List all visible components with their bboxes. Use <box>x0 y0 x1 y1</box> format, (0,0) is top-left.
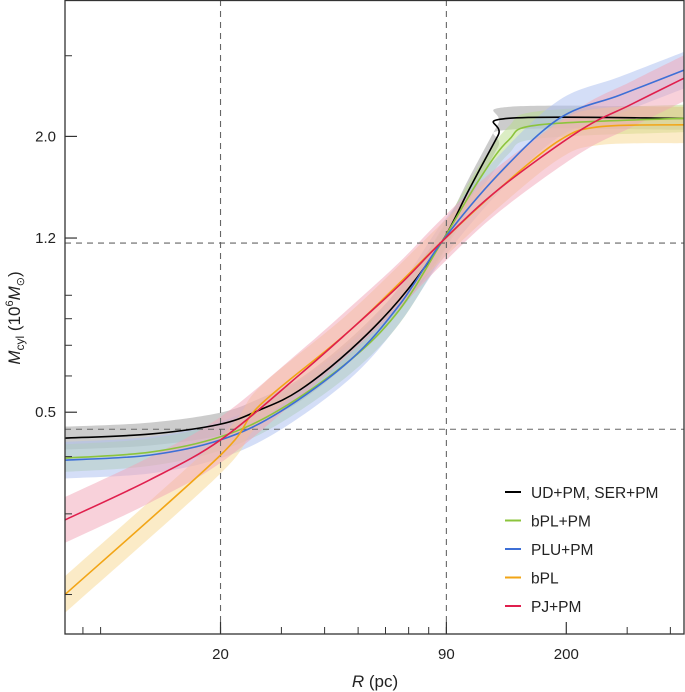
legend: UD+PM, SER+PM bPL+PM PLU+PM bPL PJ+PM <box>505 485 658 616</box>
confidence-bands <box>65 51 684 613</box>
line-series-2 <box>64 69 685 461</box>
x-tick-label: 90 <box>438 646 455 663</box>
legend-item: bPL <box>505 571 559 588</box>
axis-ticks <box>65 55 671 634</box>
line-series-4 <box>64 77 685 521</box>
legend-label: UD+PM, SER+PM <box>531 485 658 502</box>
legend-item: PJ+PM <box>505 599 581 616</box>
y-tick-label: 2.0 <box>35 128 56 145</box>
band-series-4 <box>65 55 684 543</box>
line-series-1 <box>64 117 685 459</box>
y-tick-label: 0.5 <box>35 404 56 421</box>
legend-label: PJ+PM <box>531 599 581 616</box>
band-series-0 <box>65 105 684 450</box>
legend-item: bPL+PM <box>505 514 591 531</box>
x-axis-title: R (pc) <box>352 672 398 691</box>
x-tick-label: 20 <box>212 646 229 663</box>
legend-label: bPL+PM <box>531 514 591 531</box>
y-tick-label: 1.2 <box>35 230 56 247</box>
legend-label: bPL <box>531 571 559 588</box>
x-tick-label: 200 <box>554 646 579 663</box>
line-series-0 <box>64 116 685 439</box>
legend-item: UD+PM, SER+PM <box>505 485 658 502</box>
y-axis-title: Mcyl (106M⊙) <box>4 271 27 364</box>
legend-item: PLU+PM <box>505 542 593 559</box>
series-lines <box>64 69 685 596</box>
legend-label: PLU+PM <box>531 542 593 559</box>
tick-labels: 20 90 200 2.0 1.2 0.5 <box>35 128 579 663</box>
reference-lines <box>65 0 684 634</box>
plot-frame <box>64 0 685 635</box>
band-series-3 <box>65 106 684 613</box>
